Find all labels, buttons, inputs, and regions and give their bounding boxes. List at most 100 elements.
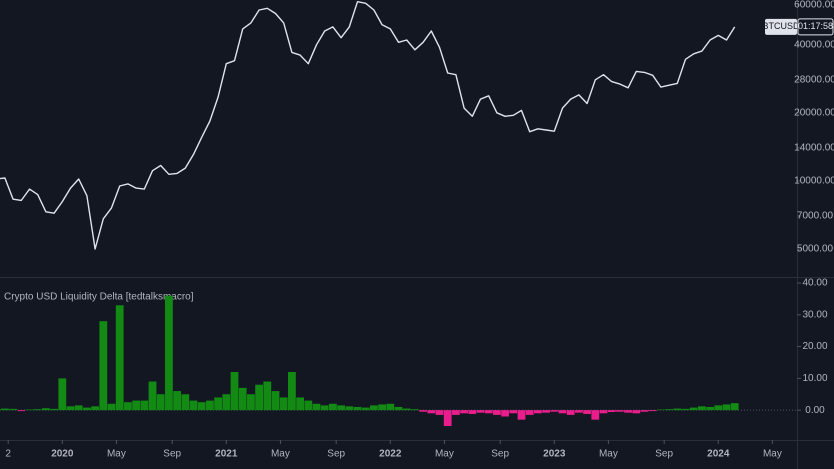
bar — [288, 372, 296, 411]
bar — [648, 410, 657, 412]
bar — [263, 381, 272, 411]
symbol-box — [765, 18, 797, 35]
price-line — [0, 1, 736, 250]
x-tick-label: Sep — [163, 449, 181, 460]
bar — [665, 409, 673, 411]
bar — [345, 406, 354, 411]
bar — [181, 394, 190, 411]
bar — [148, 381, 157, 411]
bar — [329, 403, 337, 411]
bar — [156, 394, 165, 411]
x-tick-label: May — [599, 449, 618, 460]
bar — [501, 410, 509, 417]
bar — [583, 410, 591, 414]
bar — [214, 397, 223, 411]
y-tick-label: 40000.00 — [794, 39, 834, 50]
bar — [411, 409, 419, 411]
bar — [706, 406, 714, 411]
bar — [697, 406, 706, 411]
x-tick-label: 2 — [5, 449, 11, 460]
bar — [33, 409, 42, 411]
pane-title: Crypto USD Liquidity Delta [tedtalksmacr… — [4, 292, 194, 303]
bar — [197, 402, 206, 411]
bar — [681, 408, 690, 411]
x-tick-label: May — [763, 449, 782, 460]
bar — [419, 410, 427, 412]
bar — [484, 410, 493, 414]
x-tick-label: 2023 — [543, 449, 566, 460]
bar — [566, 410, 575, 415]
bar — [222, 394, 231, 411]
bar — [247, 394, 255, 411]
bar — [624, 410, 632, 413]
bar — [476, 410, 485, 413]
bar — [99, 321, 108, 411]
bar — [58, 378, 67, 411]
y-tick-label: 30.00 — [802, 309, 827, 320]
bar — [640, 410, 649, 412]
y-tick-label: 20.00 — [802, 341, 827, 352]
bar — [714, 405, 723, 411]
x-tick-label: Sep — [327, 449, 345, 460]
bar — [115, 305, 124, 411]
x-tick-label: May — [107, 449, 126, 460]
bar — [509, 410, 518, 414]
y-tick-label: 5000.00 — [797, 244, 834, 255]
bar — [50, 408, 59, 411]
bar — [0, 409, 1, 411]
bar — [607, 410, 616, 413]
bar — [312, 403, 321, 411]
bar — [337, 405, 345, 411]
bar — [656, 409, 665, 411]
bar — [25, 409, 34, 411]
bar — [689, 407, 698, 411]
symbol-label: BTCUSD — [762, 21, 800, 31]
bar — [238, 387, 247, 411]
bar — [320, 405, 329, 411]
bar — [386, 403, 395, 411]
y-tick-label: 0.00 — [805, 405, 825, 416]
y-tick-label: 28000.00 — [794, 74, 834, 85]
x-tick-label: 2021 — [215, 449, 238, 460]
bar — [558, 410, 567, 414]
bar — [83, 407, 91, 411]
bar — [673, 408, 682, 411]
bar — [615, 410, 624, 412]
bar — [206, 400, 214, 411]
bar — [378, 404, 386, 411]
bar — [66, 406, 75, 411]
bar — [230, 372, 239, 411]
y-tick-label: 10000.00 — [794, 176, 834, 187]
y-tick-label: 10.00 — [802, 373, 827, 384]
bar — [493, 410, 501, 415]
bar — [574, 410, 583, 413]
bar — [296, 397, 304, 411]
bar — [468, 410, 477, 414]
y-tick-label: 20000.00 — [794, 107, 834, 118]
bar — [542, 410, 550, 413]
bar — [17, 410, 26, 412]
bar — [279, 397, 288, 411]
x-tick-label: 2024 — [707, 449, 730, 460]
x-tick-label: 2020 — [51, 449, 74, 460]
bar — [394, 406, 403, 411]
bar — [132, 400, 141, 411]
bar — [173, 391, 182, 411]
bar — [91, 406, 100, 411]
bar — [533, 410, 542, 414]
bar — [74, 405, 83, 411]
bar — [402, 408, 411, 411]
x-tick-label: Sep — [655, 449, 673, 460]
bar — [271, 391, 280, 411]
bar — [124, 402, 132, 411]
y-tick-label: 14000.00 — [794, 143, 834, 154]
bar — [427, 410, 436, 414]
bar — [730, 403, 739, 411]
bar — [599, 410, 608, 414]
x-tick-label: 2022 — [379, 449, 402, 460]
bar — [460, 410, 468, 414]
bar — [107, 403, 116, 411]
bar — [525, 410, 534, 415]
